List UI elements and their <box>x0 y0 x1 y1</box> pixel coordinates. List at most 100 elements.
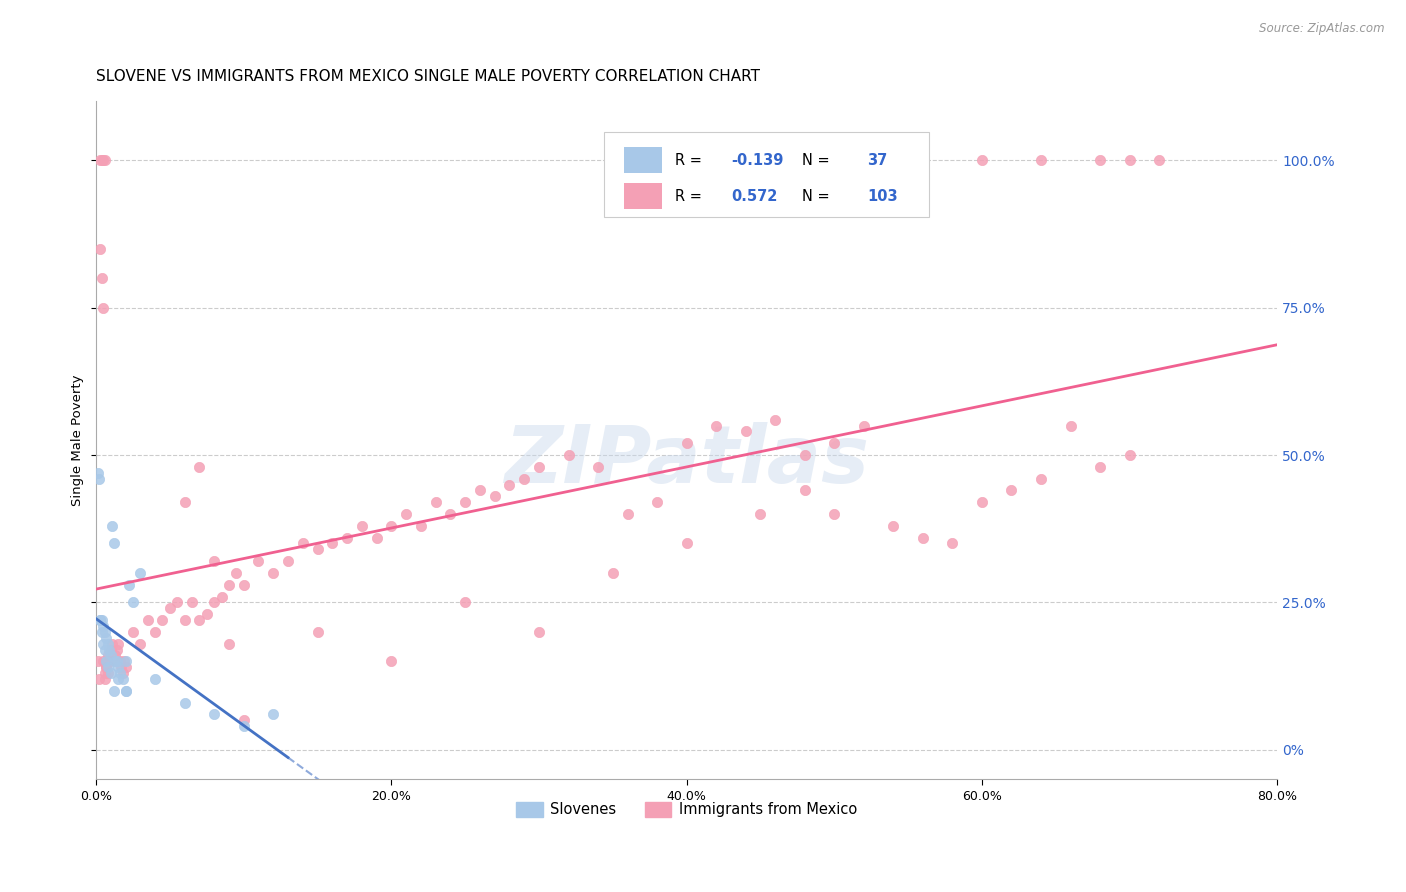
Point <box>188 459 211 474</box>
Point <box>336 531 359 545</box>
Point <box>94 666 117 681</box>
Point <box>93 619 115 633</box>
Point <box>108 654 131 668</box>
Point <box>793 448 815 462</box>
Point <box>93 654 115 668</box>
Point <box>114 660 136 674</box>
Point <box>380 654 402 668</box>
Point <box>100 666 122 681</box>
Point <box>882 518 904 533</box>
Point <box>97 637 120 651</box>
Point <box>107 660 129 674</box>
Point <box>93 301 115 315</box>
Point <box>395 507 418 521</box>
Point <box>225 566 247 580</box>
Point <box>498 477 520 491</box>
Point <box>202 554 225 568</box>
Point <box>823 436 845 450</box>
Text: N =: N = <box>803 189 835 203</box>
Point <box>112 654 135 668</box>
Point <box>763 412 786 426</box>
Point <box>103 654 125 668</box>
Point <box>454 595 477 609</box>
Point <box>1059 418 1081 433</box>
Y-axis label: Single Male Poverty: Single Male Poverty <box>72 375 84 506</box>
Point <box>97 660 120 674</box>
Point <box>94 624 117 639</box>
Point <box>101 518 124 533</box>
Point <box>97 666 120 681</box>
Point <box>104 654 127 668</box>
Point <box>173 495 195 509</box>
FancyBboxPatch shape <box>605 132 929 217</box>
Point <box>91 271 114 285</box>
Point <box>1118 448 1140 462</box>
Point <box>152 613 174 627</box>
Point <box>911 531 934 545</box>
Point <box>173 696 195 710</box>
Point <box>262 707 284 722</box>
Bar <box>624 147 662 173</box>
Point <box>104 648 127 663</box>
Text: 37: 37 <box>868 153 887 168</box>
Point <box>105 642 128 657</box>
Point <box>114 683 136 698</box>
Point <box>321 536 343 550</box>
Point <box>136 613 159 627</box>
Point <box>202 707 225 722</box>
Point <box>823 507 845 521</box>
Point <box>108 666 131 681</box>
Point <box>107 637 129 651</box>
Point <box>513 472 536 486</box>
Point <box>107 672 129 686</box>
Point <box>91 153 114 168</box>
Point <box>166 595 188 609</box>
Point <box>159 601 181 615</box>
Point <box>1000 483 1022 498</box>
Point <box>181 595 204 609</box>
Point <box>89 242 111 256</box>
Point <box>89 613 111 627</box>
Point <box>188 613 211 627</box>
Point <box>94 153 117 168</box>
Point <box>454 495 477 509</box>
Point <box>117 578 139 592</box>
Point <box>1088 153 1111 168</box>
Point <box>89 613 111 627</box>
Point <box>87 472 110 486</box>
Point <box>468 483 491 498</box>
Point <box>89 153 111 168</box>
Point <box>527 459 550 474</box>
Point <box>307 624 329 639</box>
Point <box>93 637 115 651</box>
Point <box>103 683 125 698</box>
Point <box>232 578 254 592</box>
Point <box>98 654 121 668</box>
Point <box>98 642 121 657</box>
Text: N =: N = <box>803 153 835 168</box>
Point <box>87 672 110 686</box>
Point <box>232 714 254 728</box>
Point <box>941 536 963 550</box>
Point <box>291 536 314 550</box>
Point <box>1118 153 1140 168</box>
Point <box>195 607 218 622</box>
Point <box>96 631 118 645</box>
Point <box>616 507 638 521</box>
Point <box>93 153 115 168</box>
Text: Source: ZipAtlas.com: Source: ZipAtlas.com <box>1260 22 1385 36</box>
Point <box>1088 459 1111 474</box>
Text: 0.572: 0.572 <box>731 189 778 203</box>
Legend: Slovenes, Immigrants from Mexico: Slovenes, Immigrants from Mexico <box>510 796 863 822</box>
Point <box>218 637 240 651</box>
Point <box>101 637 124 651</box>
Point <box>793 483 815 498</box>
Point <box>91 624 114 639</box>
Point <box>100 642 122 657</box>
Point <box>232 719 254 733</box>
Point <box>350 518 373 533</box>
Point <box>704 418 727 433</box>
Text: SLOVENE VS IMMIGRANTS FROM MEXICO SINGLE MALE POVERTY CORRELATION CHART: SLOVENE VS IMMIGRANTS FROM MEXICO SINGLE… <box>96 69 761 84</box>
Point <box>557 448 579 462</box>
Point <box>247 554 270 568</box>
